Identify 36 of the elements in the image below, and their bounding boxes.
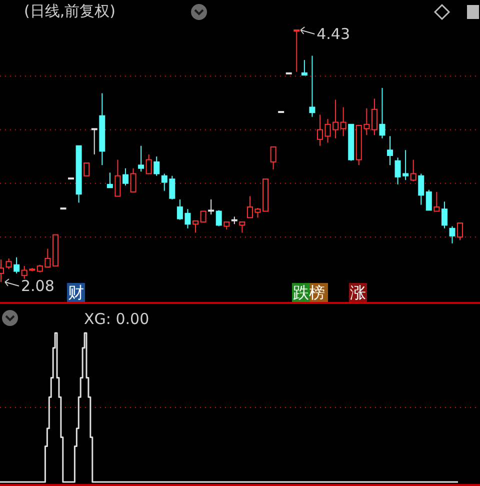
- candlestick: [426, 189, 432, 211]
- candlestick: [122, 168, 128, 186]
- chart-title: (日线,前复权): [24, 2, 116, 20]
- candlestick: [441, 201, 448, 229]
- candlestick: [434, 191, 440, 212]
- chart-title: XG: 0.00: [84, 310, 150, 328]
- candlestick: [216, 210, 222, 227]
- candlestick: [6, 258, 12, 270]
- candlestick: [138, 145, 144, 172]
- candlestick: [457, 222, 464, 241]
- candlestick: [192, 220, 198, 234]
- candlestick: [418, 173, 424, 206]
- candlestick: [316, 114, 323, 146]
- candlestick: [371, 98, 378, 136]
- candlestick: [114, 159, 121, 197]
- candlestick: [84, 162, 90, 176]
- candlestick: [301, 60, 308, 76]
- candlestick: [91, 128, 98, 155]
- candlestick: [130, 168, 136, 192]
- candlestick: [270, 146, 276, 170]
- candlestick: [208, 198, 214, 215]
- candlestick: [309, 55, 316, 118]
- candlestick: [14, 256, 20, 274]
- candlestick: [294, 30, 300, 72]
- annotation: 4.43: [316, 25, 350, 43]
- candlestick: [340, 106, 346, 137]
- candlestick: [146, 154, 152, 174]
- candlestick: [154, 156, 160, 176]
- candlestick: [387, 136, 393, 166]
- candlestick: [379, 87, 386, 139]
- candlestick: [410, 159, 416, 182]
- annotation: 2.08: [21, 277, 54, 295]
- candlestick: [200, 210, 206, 222]
- candlestick: [106, 172, 113, 188]
- candlestick: [239, 221, 246, 234]
- candlestick: [449, 226, 456, 244]
